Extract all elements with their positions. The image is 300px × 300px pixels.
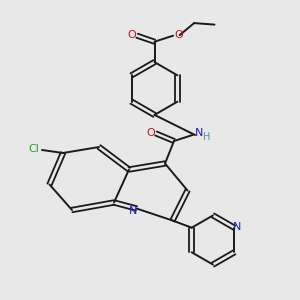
Text: N: N xyxy=(129,206,138,217)
Text: O: O xyxy=(146,128,155,138)
Text: H: H xyxy=(203,131,211,142)
Text: N: N xyxy=(194,128,203,139)
Text: N: N xyxy=(232,222,241,232)
Text: Cl: Cl xyxy=(28,144,39,154)
Text: O: O xyxy=(128,29,136,40)
Text: O: O xyxy=(174,29,183,40)
